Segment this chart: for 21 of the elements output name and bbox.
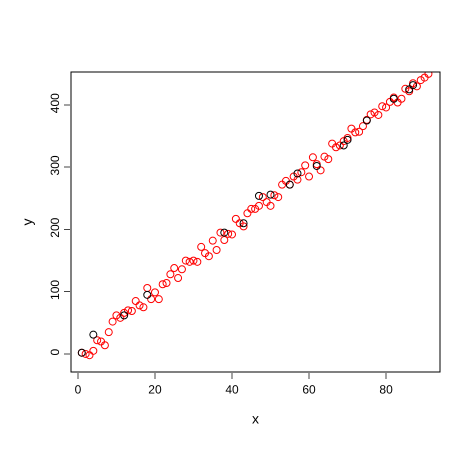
point (89, 330, 98, 339)
point (293, 169, 302, 178)
point (143, 290, 152, 299)
x-tick-label: 40 (225, 382, 239, 396)
point (120, 311, 128, 320)
point (240, 219, 248, 228)
x-tick-label: 20 (148, 382, 162, 396)
y-tick-label: 100 (48, 280, 62, 300)
point (254, 192, 263, 200)
x-tick-label: 60 (302, 382, 316, 396)
x-tick-label: 80 (379, 382, 394, 396)
y-tick-label: 0 (48, 348, 62, 356)
point (340, 141, 348, 150)
y-axis-title: y (18, 218, 35, 226)
x-tick-label: 0 (74, 382, 82, 396)
y-tick-label: 400 (48, 92, 62, 114)
y-tick-label: 300 (48, 155, 62, 176)
x-axis-title: x (252, 410, 259, 427)
point (266, 190, 275, 199)
y-tick-label: 200 (48, 217, 62, 238)
point (220, 228, 228, 237)
